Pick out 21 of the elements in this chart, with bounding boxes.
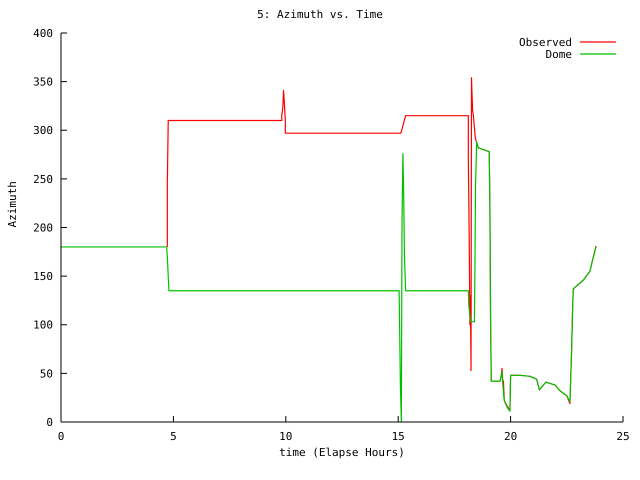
x-tick-label: 5 — [170, 430, 177, 443]
y-tick-label: 200 — [33, 221, 53, 234]
line-series — [61, 141, 597, 422]
y-tick-label: 400 — [33, 26, 53, 40]
x-tick-label: 20 — [504, 430, 518, 443]
x-tick-label: 25 — [616, 430, 630, 443]
y-tick-label: 250 — [33, 172, 53, 186]
legend-label: Dome — [546, 48, 572, 60]
y-tick-label: 100 — [33, 318, 53, 332]
x-tick-label: 15 — [392, 430, 405, 443]
x-axis-title: time (Elapse Hours) — [279, 446, 405, 459]
y-tick-label: 150 — [33, 270, 53, 284]
y-tick-label: 50 — [40, 367, 53, 380]
legend-label: Observed — [519, 36, 572, 48]
y-tick-label: 350 — [33, 76, 53, 89]
chart-title: 5: Azimuth vs. Time — [256, 8, 384, 21]
y-tick-label: 0 — [46, 416, 53, 429]
y-axis-title: Azimuth — [6, 181, 19, 228]
x-tick-label: 0 — [58, 430, 64, 443]
x-tick-label: 10 — [279, 430, 292, 443]
y-tick-label: 300 — [33, 124, 53, 138]
